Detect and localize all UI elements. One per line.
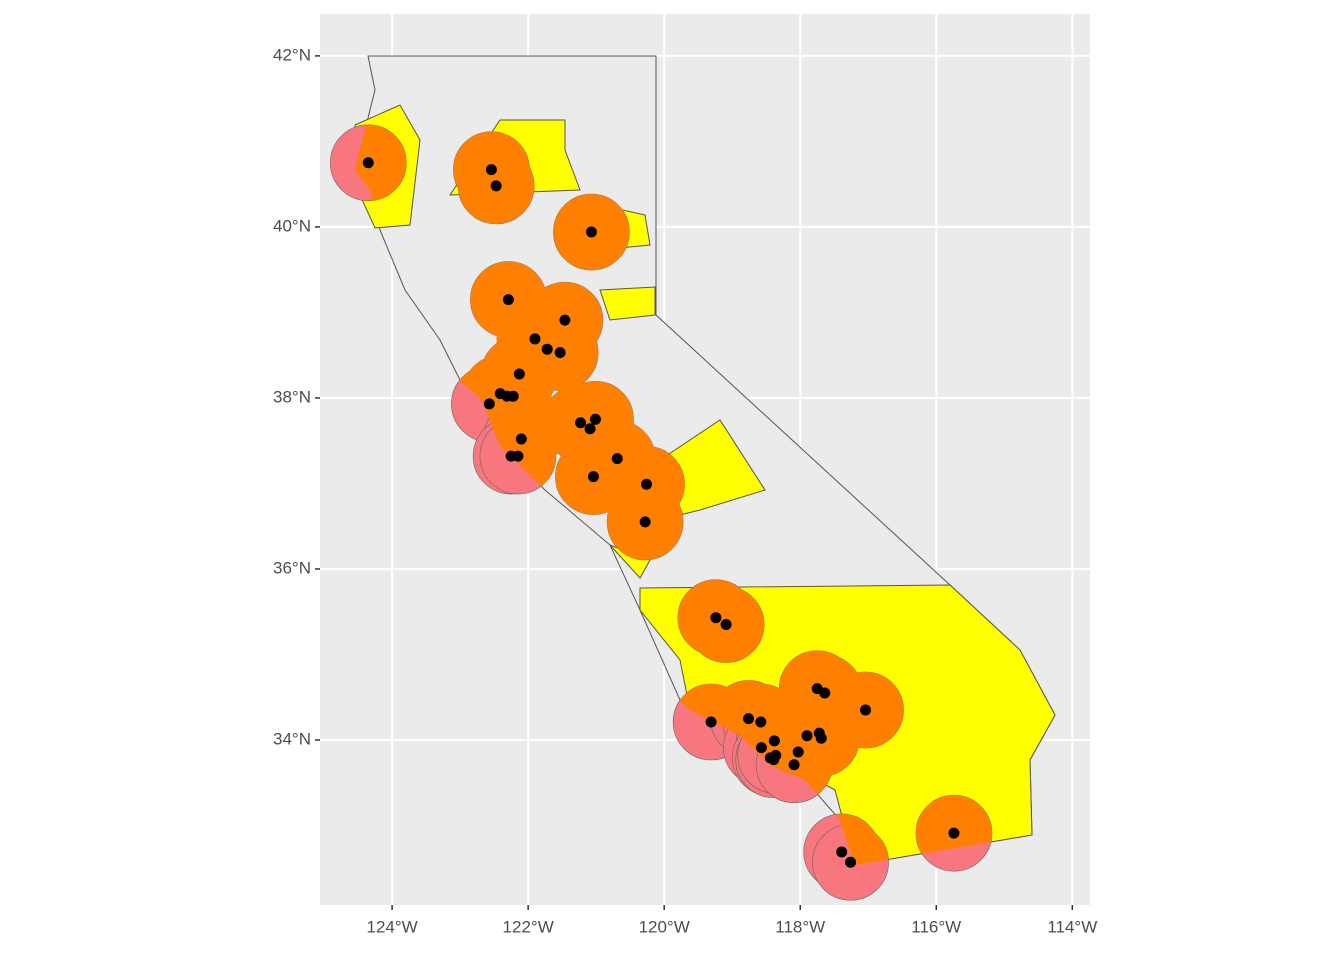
point [705,716,717,728]
point [836,846,848,858]
point [513,368,525,380]
point [512,450,524,462]
x-tick-label: 122°W [503,917,554,936]
point [575,417,587,429]
point [589,413,601,425]
point [720,619,732,631]
point [587,471,599,483]
x-tick-label: 114°W [1047,917,1097,936]
point [819,687,831,699]
x-tick-label: 116°W [911,917,961,936]
point [792,746,804,758]
point [490,180,502,192]
point [507,390,519,402]
point [948,827,960,839]
point [770,749,782,761]
y-tick-label: 38°N [273,387,311,406]
point [515,433,527,445]
x-tick-label: 120°W [639,917,690,936]
point [801,730,813,742]
point [559,314,571,326]
point [768,735,780,747]
point [529,333,541,345]
point [788,759,800,771]
point [641,478,653,490]
y-tick-label: 36°N [273,558,311,577]
point [639,516,651,528]
point [483,398,495,410]
y-tick-label: 40°N [273,216,311,235]
point [584,423,596,435]
point [541,343,553,355]
x-tick-label: 124°W [366,917,417,936]
point [611,453,623,465]
x-tick-label: 118°W [775,917,825,936]
y-tick-label: 34°N [273,729,311,748]
point [710,612,722,624]
point [815,732,827,744]
point [502,294,514,306]
point [755,716,767,728]
point [743,713,755,725]
point [362,157,374,169]
point [860,704,872,716]
point [585,226,597,238]
point [554,347,566,359]
point [485,164,497,176]
point [755,742,767,754]
point [845,856,857,868]
y-tick-label: 42°N [273,45,311,64]
